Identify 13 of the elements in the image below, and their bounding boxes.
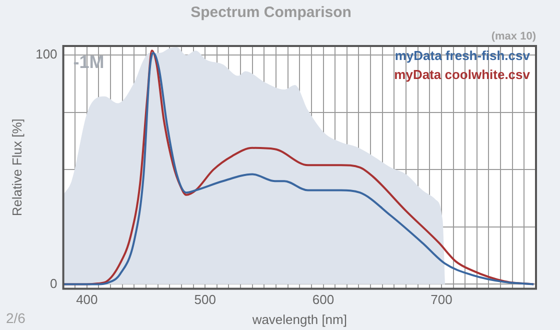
- x-tick-label: 700: [430, 292, 452, 308]
- y-axis-title: Relative Flux [%]: [9, 118, 24, 216]
- x-tick-label: 400: [76, 292, 98, 308]
- chart-title: Spectrum Comparison: [190, 4, 352, 22]
- y-tick-label: 100: [36, 46, 58, 62]
- text: (max 10): [491, 30, 536, 43]
- x-tick-label: 500: [194, 292, 216, 308]
- y-tick-label: 0: [50, 276, 58, 291]
- x-axis-title: wavelength [nm]: [251, 312, 347, 327]
- text: 2/6: [6, 310, 26, 326]
- text: myData coolwhite.csv: [394, 67, 531, 82]
- text: myData fresh-fish.csv: [394, 48, 531, 64]
- x-tick-label: 600: [312, 292, 334, 308]
